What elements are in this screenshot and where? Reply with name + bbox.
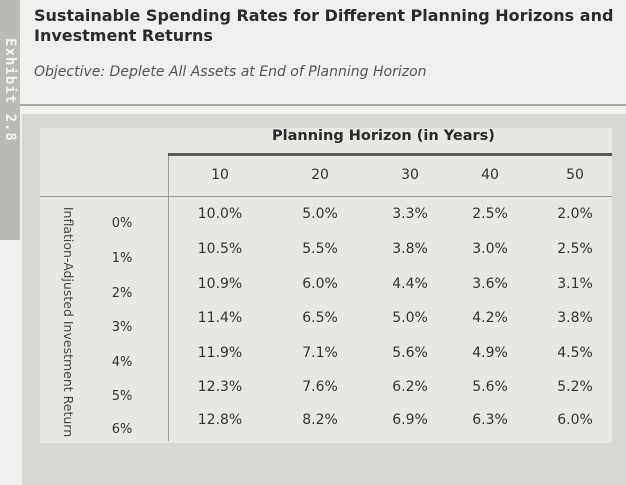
- table-cell: 5.0%: [392, 310, 428, 326]
- table-cell: 3.1%: [557, 276, 593, 292]
- table-cell: 4.4%: [392, 276, 428, 292]
- exhibit-subtitle: Objective: Deplete All Assets at End of …: [34, 64, 427, 80]
- row-header-divider: [168, 156, 169, 441]
- table-cell: 5.2%: [557, 379, 593, 395]
- table-cell: 10.9%: [197, 276, 243, 292]
- table-cell: 6.3%: [472, 412, 508, 428]
- table-cell: 3.0%: [472, 241, 508, 257]
- table-cell: 2.5%: [557, 241, 593, 257]
- table-cell: 3.3%: [392, 206, 428, 222]
- column-header-50-years: 50: [566, 167, 584, 183]
- table-cell: 8.2%: [302, 412, 338, 428]
- column-header-10-years: 10: [211, 167, 229, 183]
- table-cell: 5.6%: [472, 379, 508, 395]
- table-cell: 6.5%: [302, 310, 338, 326]
- column-header-20-years: 20: [311, 167, 329, 183]
- table-cell: 6.2%: [392, 379, 428, 395]
- table-cell: 6.9%: [392, 412, 428, 428]
- table-cell: 5.0%: [302, 206, 338, 222]
- row-header-return: 6%: [111, 422, 133, 437]
- table-cell: 5.5%: [302, 241, 338, 257]
- table-cell: 12.3%: [197, 379, 243, 395]
- row-header-return: 0%: [111, 216, 133, 231]
- header-rule: [168, 153, 612, 156]
- row-header-return: 4%: [111, 355, 133, 370]
- exhibit-number: Exhibit 2.8: [2, 38, 18, 142]
- title-divider: [20, 104, 626, 106]
- column-header-30-years: 30: [401, 167, 419, 183]
- table-cell: 4.5%: [557, 345, 593, 361]
- column-header-40-years: 40: [481, 167, 499, 183]
- table-cell: 12.8%: [197, 412, 243, 428]
- planning-horizon-header: Planning Horizon (in Years): [272, 128, 495, 144]
- investment-return-label: Inflation-Adjusted Investment Return: [61, 206, 76, 438]
- row-header-return: 5%: [111, 389, 133, 404]
- table-cell: 4.9%: [472, 345, 508, 361]
- header-row-divider: [40, 196, 612, 197]
- table-cell: 4.2%: [472, 310, 508, 326]
- table-cell: 3.6%: [472, 276, 508, 292]
- table-cell: 10.0%: [197, 206, 243, 222]
- table-cell: 3.8%: [392, 241, 428, 257]
- row-header-return: 1%: [111, 251, 133, 266]
- table-cell: 2.0%: [557, 206, 593, 222]
- table-cell: 11.9%: [197, 345, 243, 361]
- row-header-return: 3%: [111, 320, 133, 335]
- table-cell: 6.0%: [302, 276, 338, 292]
- table-cell: 5.6%: [392, 345, 428, 361]
- table-cell: 10.5%: [197, 241, 243, 257]
- table-cell: 7.1%: [302, 345, 338, 361]
- spending-rate-table: [40, 128, 612, 443]
- table-cell: 11.4%: [197, 310, 243, 326]
- table-cell: 2.5%: [472, 206, 508, 222]
- table-cell: 3.8%: [557, 310, 593, 326]
- exhibit-side-tab: Exhibit 2.8: [0, 0, 20, 240]
- table-cell: 6.0%: [557, 412, 593, 428]
- row-header-return: 2%: [111, 286, 133, 301]
- exhibit-title: Sustainable Spending Rates for Different…: [34, 6, 614, 45]
- table-cell: 7.6%: [302, 379, 338, 395]
